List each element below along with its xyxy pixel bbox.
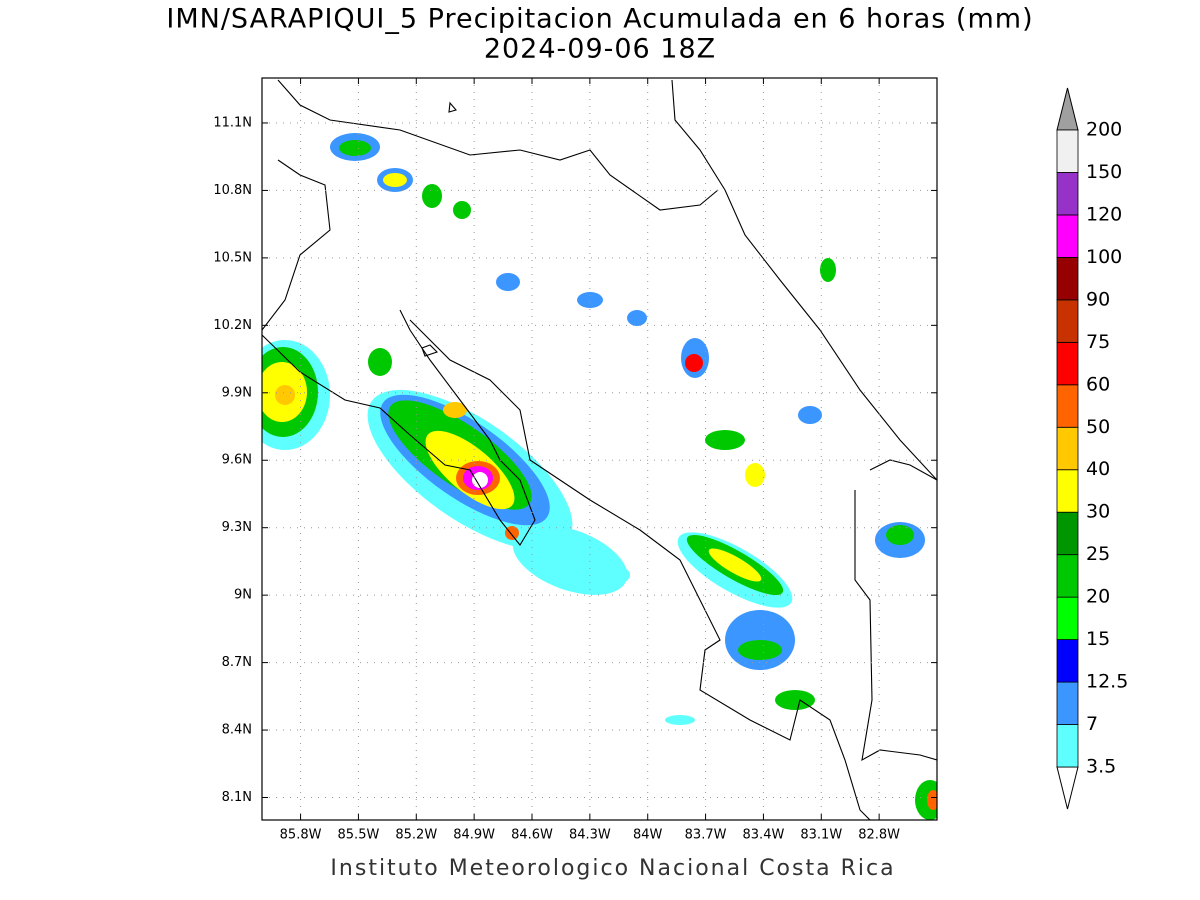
lon-label: 83.1W — [800, 828, 842, 843]
colorbar-label: 3.5 — [1086, 756, 1116, 778]
colorbar-segment — [1056, 554, 1079, 598]
lon-label: 84.9W — [453, 828, 495, 843]
colorbar-label: 60 — [1086, 373, 1110, 395]
lat-label: 8.1N — [222, 790, 252, 805]
lat-label: 10.8N — [213, 183, 252, 198]
lon-label: 84.3W — [569, 828, 611, 843]
lat-label: 10.2N — [213, 318, 252, 333]
colorbar-label: 7 — [1086, 713, 1098, 735]
lon-label: 85.8W — [280, 828, 322, 843]
lat-label: 11.1N — [213, 115, 252, 130]
coastlines — [262, 79, 937, 820]
colorbar-segment — [1056, 214, 1079, 258]
lat-label: 8.4N — [222, 723, 252, 738]
colorbar-over — [1056, 87, 1079, 131]
colorbar-segment — [1056, 511, 1079, 556]
lat-label: 9N — [234, 588, 252, 603]
precipitation-field — [262, 133, 937, 820]
colorbar-segment — [1056, 724, 1079, 768]
colorbar-segment — [1056, 639, 1079, 683]
lon-label: 84.6W — [511, 828, 553, 843]
lon-label: 83.7W — [685, 828, 727, 843]
colorbar-segment — [1056, 256, 1079, 301]
lat-label: 9.6N — [222, 453, 252, 468]
colorbar-label: 20 — [1086, 586, 1110, 608]
lon-label: 82.8W — [858, 828, 900, 843]
footer: Instituto Meteorologico Nacional Costa R… — [330, 856, 895, 881]
colorbar-segment — [1056, 384, 1079, 428]
lat-label: 10.5N — [213, 250, 252, 265]
colorbar-segment — [1056, 596, 1079, 641]
lon-label: 85.5W — [338, 828, 380, 843]
subtitle: 2024-09-06 18Z — [484, 34, 716, 65]
colorbar-under — [1056, 766, 1079, 810]
colorbar-segment — [1056, 426, 1079, 471]
lon-label: 83.4W — [743, 828, 785, 843]
colorbar-label: 40 — [1086, 458, 1110, 480]
colorbar-label: 200 — [1086, 119, 1122, 141]
colorbar-label: 15 — [1086, 628, 1110, 650]
title: IMN/SARAPIQUI_5 Precipitacion Acumulada … — [166, 4, 1033, 35]
colorbar-label: 150 — [1086, 161, 1122, 183]
lat-label: 9.9N — [222, 385, 252, 400]
colorbar-segment — [1056, 172, 1079, 216]
colorbar-segment — [1056, 681, 1079, 725]
lon-label: 84W — [633, 828, 663, 843]
colorbar-label: 100 — [1086, 246, 1122, 268]
colorbar-segment — [1056, 299, 1079, 343]
colorbar-label: 30 — [1086, 501, 1110, 523]
lat-label: 9.3N — [222, 520, 252, 535]
colorbar-segment — [1056, 341, 1079, 386]
lat-label: 8.7N — [222, 655, 252, 670]
colorbar-label: 75 — [1086, 331, 1110, 353]
colorbar-label: 12.5 — [1086, 671, 1128, 693]
colorbar-label: 120 — [1086, 203, 1122, 225]
colorbar-label: 25 — [1086, 543, 1110, 565]
colorbar-label: 90 — [1086, 288, 1110, 310]
colorbar-segment — [1056, 469, 1079, 513]
colorbar-segment — [1056, 129, 1079, 173]
colorbar-label: 50 — [1086, 416, 1110, 438]
map-frame — [261, 77, 938, 821]
lon-label: 85.2W — [395, 828, 437, 843]
